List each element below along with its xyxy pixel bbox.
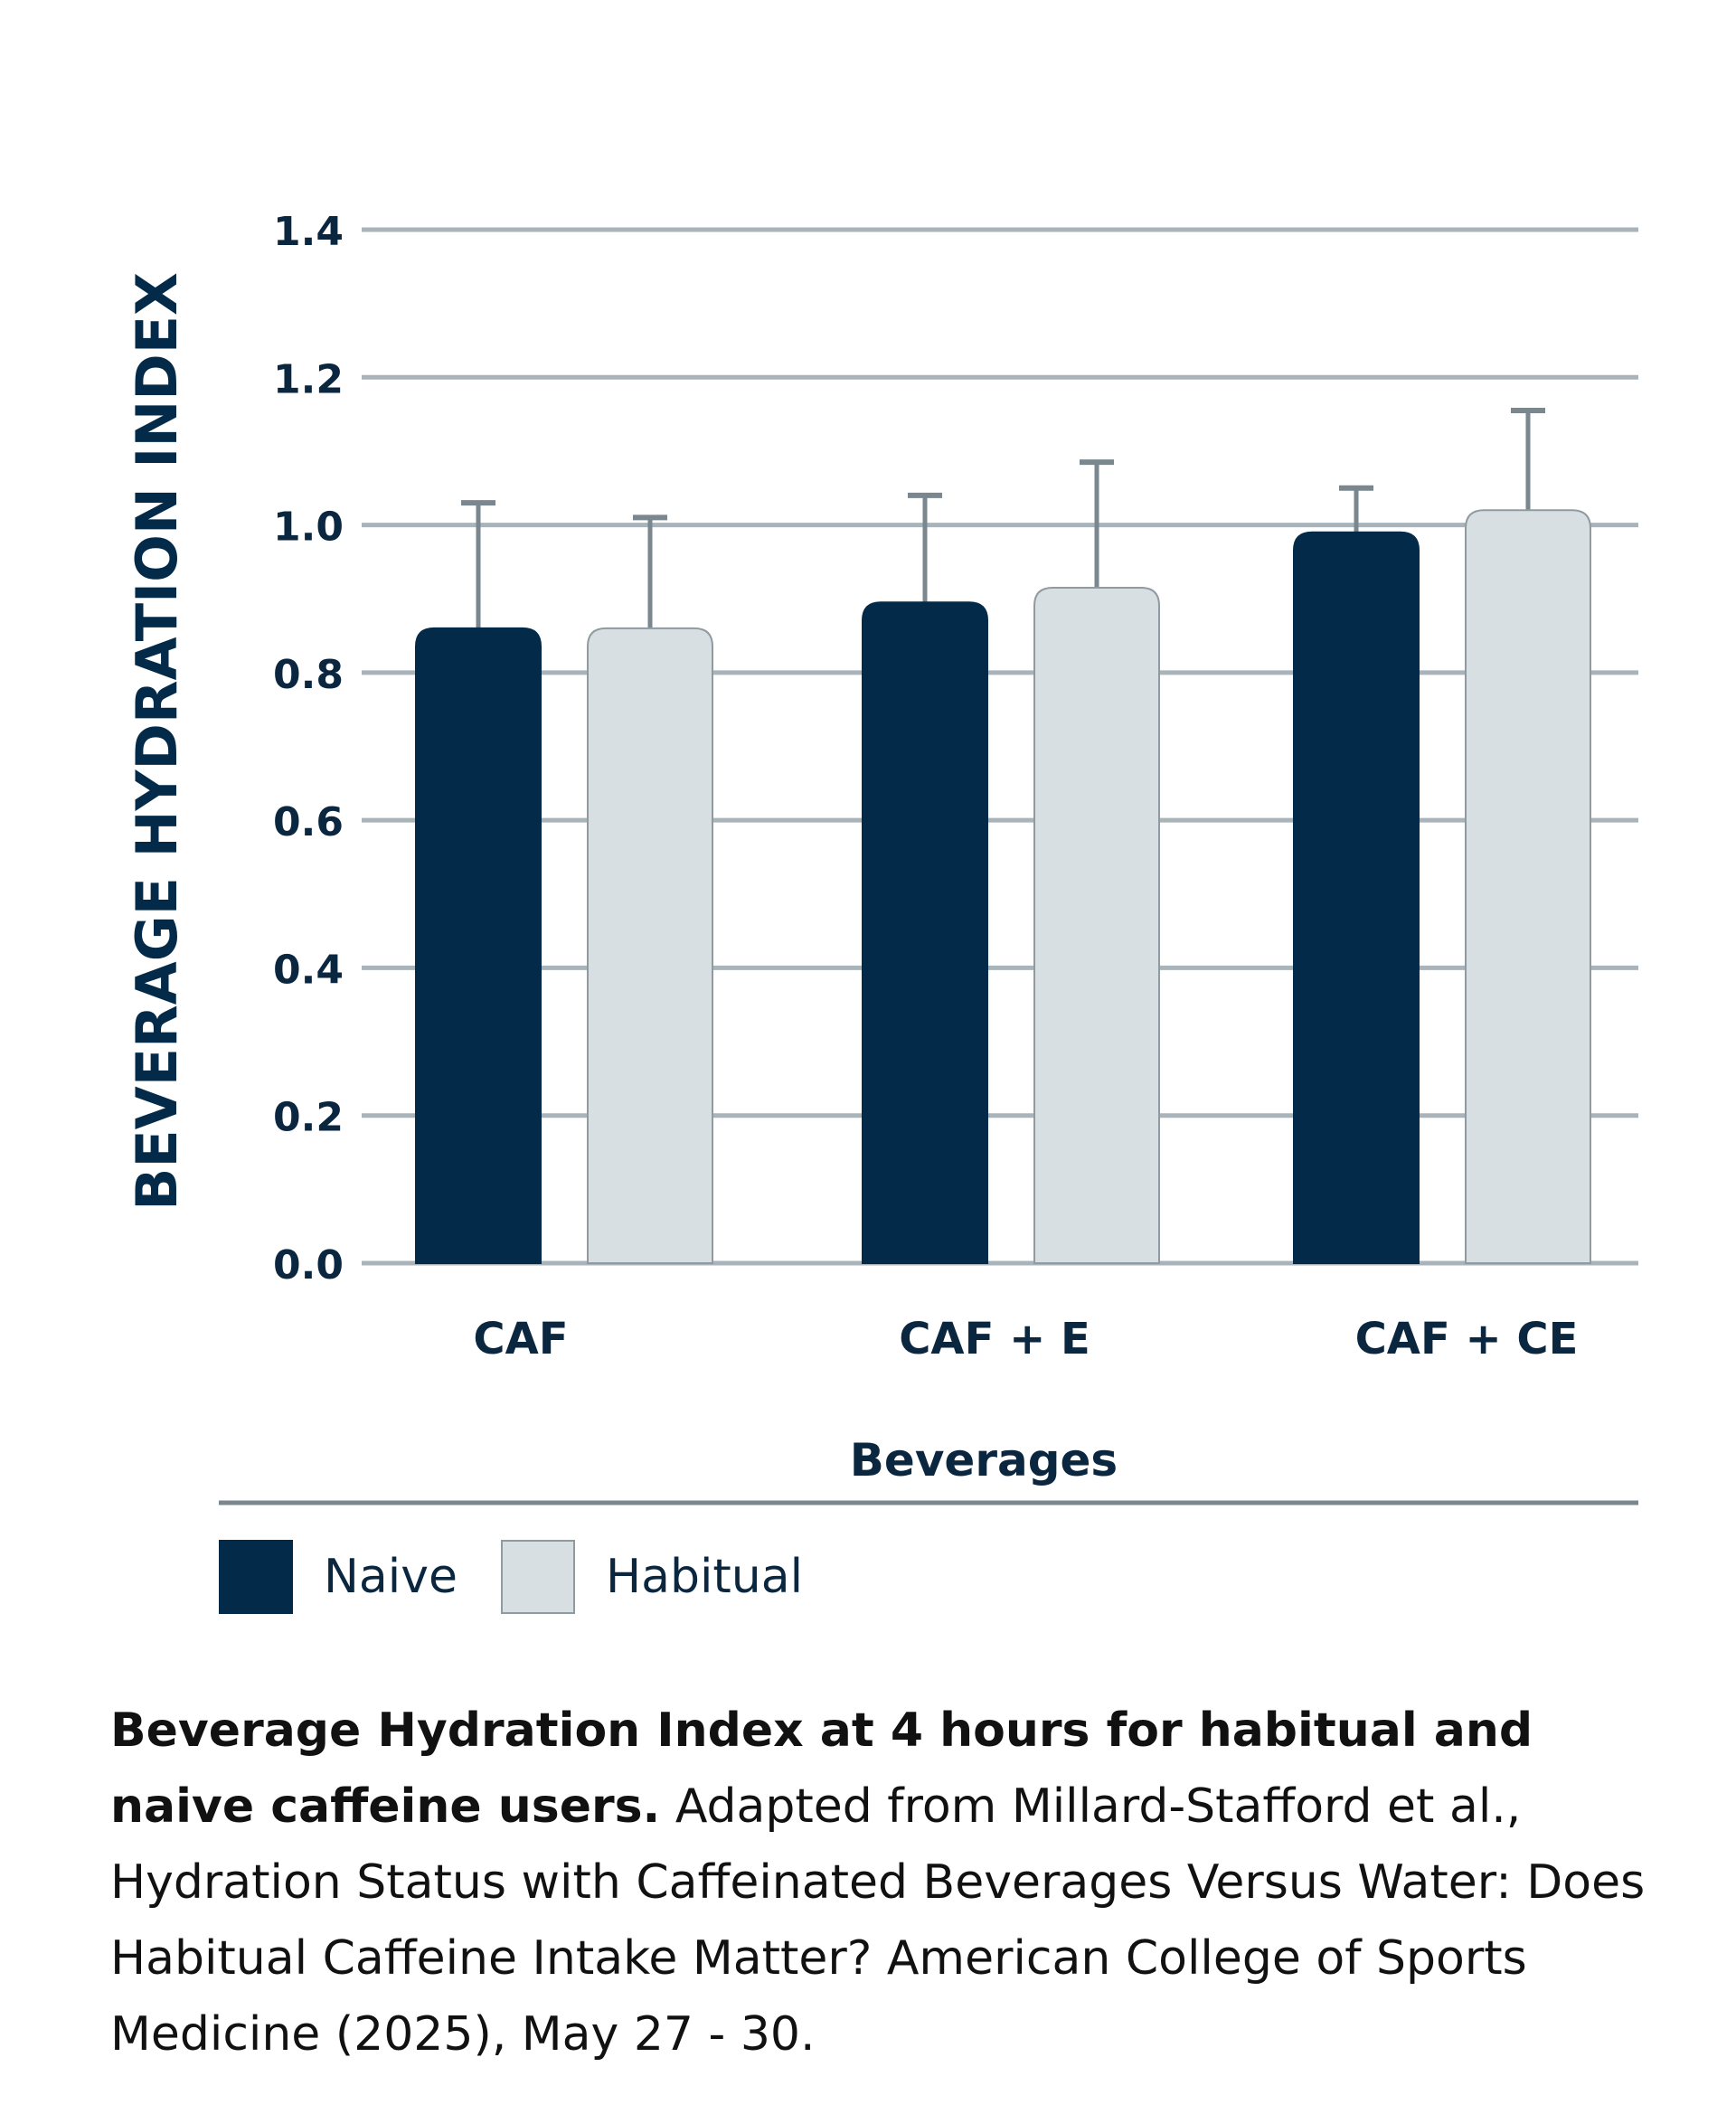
y-axis-ticks: 0.0 0.2 0.4 0.6 0.8 1.0 1.2 1.4	[273, 209, 344, 1288]
gridlines	[362, 227, 1638, 1266]
y-tick-label: 0.4	[273, 947, 344, 993]
x-tick-label: CAF	[473, 1314, 568, 1364]
bars	[415, 509, 1591, 1264]
figure-caption: Beverage Hydration Index at 4 hours for …	[110, 1693, 1647, 2072]
legend-swatch-habitual	[501, 1540, 575, 1614]
y-tick-label: 0.2	[273, 1095, 344, 1141]
legend-label-naive: Naive	[324, 1550, 458, 1604]
x-tick-label: CAF + E	[899, 1314, 1090, 1364]
bar-habitual-2	[1465, 509, 1591, 1264]
legend-swatch-naive	[219, 1540, 293, 1614]
x-axis-ticks: CAF CAF + E CAF + CE	[473, 1314, 1578, 1364]
y-tick-label: 1.0	[273, 505, 344, 551]
caption-text: Adapted from Millard-Stafford et al., Hy…	[110, 1779, 1646, 2062]
bar-chart: 0.0 0.2 0.4 0.6 0.8 1.0 1.2 1.4 CAF CAF + E CAF +…	[124, 209, 1638, 1505]
caption-title: Beverage Hydration Index at 4 hours for …	[110, 1703, 1533, 1834]
y-tick-label: 1.2	[273, 356, 344, 402]
y-tick-label: 0.0	[273, 1242, 344, 1288]
y-tick-label: 1.4	[273, 209, 344, 255]
x-tick-label: CAF + CE	[1355, 1314, 1579, 1364]
bar-habitual-0	[587, 627, 713, 1264]
y-tick-label: 0.6	[273, 799, 344, 845]
y-tick-label: 0.8	[273, 652, 344, 698]
y-axis-label: BEVERAGE HYDRATION INDEX	[124, 272, 190, 1211]
bar-naive-1	[862, 601, 988, 1264]
error-bars	[461, 408, 1545, 628]
bar-naive-2	[1293, 531, 1420, 1264]
x-axis-label: Beverages	[850, 1434, 1118, 1486]
legend-label-habitual: Habitual	[606, 1550, 804, 1604]
bar-naive-0	[415, 627, 542, 1264]
bar-habitual-1	[1033, 586, 1160, 1264]
